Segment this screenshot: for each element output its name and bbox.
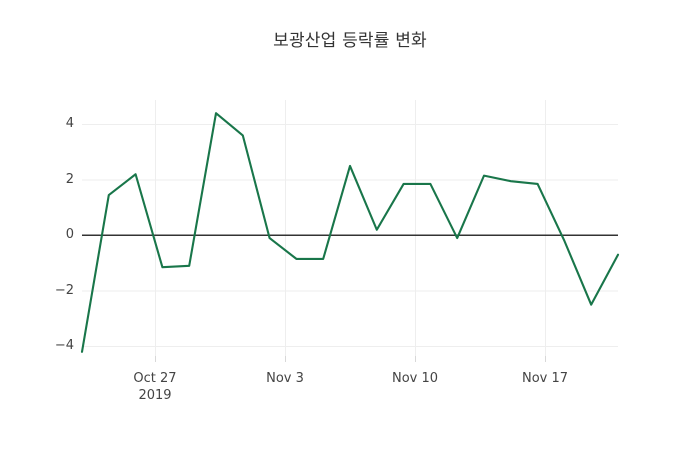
vertical-gridlines	[155, 100, 546, 356]
x-tick-label-nov-10: Nov 10	[355, 370, 475, 387]
x-tick-label-nov-3-main: Nov 3	[266, 371, 304, 386]
horizontal-gridlines	[82, 123, 618, 347]
x-tick-label-nov-3: Nov 3	[225, 370, 345, 387]
y-tick-label-0: 0	[65, 227, 74, 242]
x-tick-label-nov-17: Nov 17	[485, 370, 605, 387]
chart-title: 보광산업 등락률 변화	[273, 31, 427, 51]
x-tick-label-nov-17-main: Nov 17	[521, 371, 569, 386]
y-tick-label-minus-2: −2	[54, 283, 74, 298]
x-tick-label-oct-27-year: 2019	[138, 388, 172, 403]
y-tick-label-2: 2	[65, 172, 74, 187]
x-tick-label-nov-10-main: Nov 10	[391, 371, 439, 386]
y-tick-label-4: 4	[65, 116, 74, 131]
y-tick-label-minus-4: −4	[54, 338, 74, 353]
x-tick-label-oct-27-main: Oct 27	[133, 371, 177, 386]
x-tick-label-oct-27: Oct 27 2019	[95, 370, 215, 404]
x-axis-tickmarks	[155, 356, 546, 362]
series-line-etrate	[80, 112, 620, 353]
